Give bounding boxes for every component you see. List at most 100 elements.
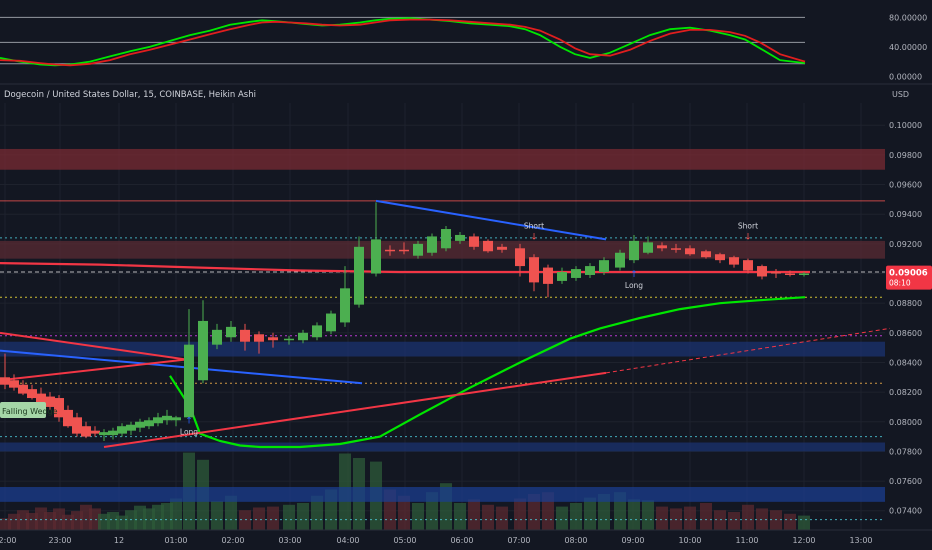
candle-body[interactable] [529,257,539,283]
candle-body[interactable] [198,320,208,381]
candle-body[interactable] [226,326,236,338]
trendline[interactable] [0,349,363,385]
time-tick-label: 11:00 [735,536,758,545]
candle-body[interactable] [340,288,350,323]
candle-body[interactable] [483,240,493,252]
trendline[interactable] [103,371,607,448]
time-tick-label: 06:00 [450,536,473,545]
price-tick-label: 0.08000 [889,418,922,427]
candle-body[interactable] [45,396,55,407]
price-tick-label: 0.08200 [889,388,922,397]
candle-body[interactable] [785,273,795,276]
candle-body[interactable] [571,269,581,278]
candle-body[interactable] [799,273,809,276]
volume-bar [798,515,810,530]
candle-body[interactable] [153,417,163,424]
currency-label: USD [892,90,909,99]
candle-body[interactable] [413,243,423,256]
candle-body[interactable] [162,415,172,421]
candle-body[interactable] [515,248,525,267]
candle-body[interactable] [18,384,28,394]
time-tick-label: 04:00 [336,536,359,545]
candle-body[interactable] [171,417,181,421]
candle-body[interactable] [212,329,222,345]
candle-body[interactable] [0,377,10,385]
candle-body[interactable] [240,329,250,342]
trendline[interactable] [375,199,607,241]
candle-body[interactable] [298,332,308,341]
candle-body[interactable] [585,266,595,275]
candle-body[interactable] [371,239,381,274]
candle-body[interactable] [385,249,395,252]
long-signal-label: Long [625,281,643,290]
down-arrow-icon: ↓ [530,232,538,242]
candle-body[interactable] [643,242,653,253]
symbol-title: Dogecoin / United States Dollar, 15, COI… [4,90,256,100]
candle-body[interactable] [284,338,294,341]
candle-body[interactable] [685,248,695,255]
candle-body[interactable] [81,426,91,437]
volume-bar [556,506,568,530]
time-tick-label: 23:00 [48,536,71,545]
candle-body[interactable] [615,252,625,268]
candle-body[interactable] [657,245,667,249]
candle-body[interactable] [184,344,194,418]
price-tick-label: 0.09400 [889,210,922,219]
time-tick-label: 12 [114,536,124,545]
time-tick-label: 08:00 [564,536,587,545]
candle-body[interactable] [63,409,73,427]
candle-body[interactable] [135,421,145,428]
candle-body[interactable] [497,246,507,250]
stoch-tick-label: 0.00000 [889,72,922,81]
candle-body[interactable] [326,313,336,332]
candle-body[interactable] [108,430,118,436]
stoch-series-line [0,17,806,67]
candle-body[interactable] [757,266,767,277]
candle-body[interactable] [469,236,479,247]
candle-body[interactable] [557,272,567,281]
candle-body[interactable] [254,334,264,342]
candle-body[interactable] [729,257,739,265]
candle-body[interactable] [9,380,19,388]
volume-bar [784,513,796,530]
volume-bar [398,495,410,530]
candle-body[interactable] [268,337,278,341]
candle-body[interactable] [144,420,154,427]
candle-body[interactable] [90,430,100,434]
candle-body[interactable] [455,234,465,241]
stochastic-panel[interactable]: 0.00000 40.00000 80.00000 [0,13,927,81]
candle-body[interactable] [715,254,725,261]
candle-body[interactable] [117,426,127,434]
trendline[interactable] [0,331,187,361]
volume-bar [170,498,182,530]
candle-body[interactable] [126,424,136,431]
candle-body[interactable] [629,240,639,261]
candle-body[interactable] [99,432,109,436]
volume-bar [283,504,295,530]
candle-body[interactable] [427,236,437,253]
candle-body[interactable] [771,272,781,274]
candle-body[interactable] [27,389,37,399]
candle-body[interactable] [701,251,711,258]
candle-body[interactable] [54,398,64,418]
candle-body[interactable] [312,325,322,338]
candle-body[interactable] [399,249,409,252]
candle-body[interactable] [543,267,553,284]
candle-body[interactable] [599,260,609,273]
candle-body[interactable] [354,246,364,305]
up-arrow-icon: ↑ [185,417,193,427]
candle-body[interactable] [36,393,46,403]
price-tick-label: 0.09800 [889,151,922,160]
candle-body[interactable] [743,260,753,271]
time-tick-label: 09:00 [621,536,644,545]
price-tick-label: 0.08800 [889,299,922,308]
volume-bar [253,507,265,530]
candle-body[interactable] [671,248,681,250]
trendline[interactable] [0,358,187,382]
candle-body[interactable] [441,229,451,249]
price-tick-label: 0.09600 [889,181,922,190]
candle-body[interactable] [72,417,82,434]
